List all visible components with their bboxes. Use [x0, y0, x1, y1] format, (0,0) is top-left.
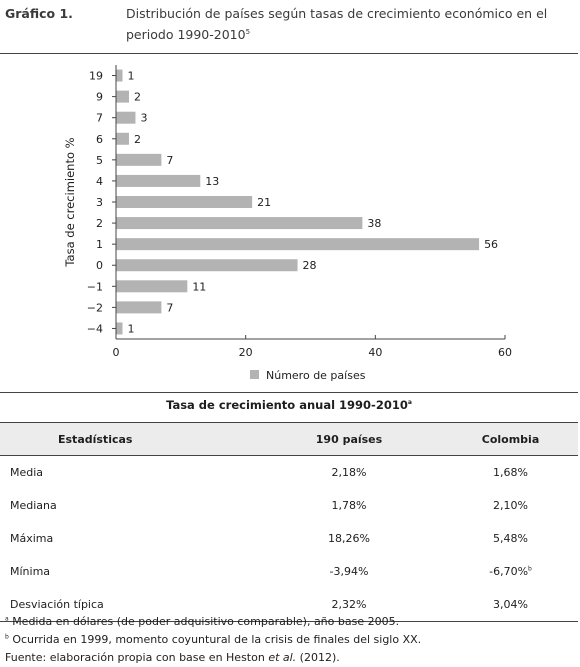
value-190-paises: 2,32% [255, 588, 443, 622]
bar [116, 196, 253, 208]
figure-title: Distribución de países según tasas de cr… [126, 5, 576, 44]
source-note: Fuente: elaboración propia con base en H… [5, 651, 340, 664]
y-tick-label: 1 [96, 238, 103, 251]
bar-data-label: 1 [127, 322, 134, 335]
y-tick-label: 0 [96, 259, 103, 272]
x-tick-label: 20 [239, 346, 253, 359]
y-tick-label: 9 [96, 91, 103, 104]
bar-data-label: 38 [367, 217, 381, 230]
table-title: Tasa de crecimiento anual 1990-2010a [0, 398, 578, 412]
value-190-paises: 18,26% [328, 532, 370, 545]
bar [116, 322, 123, 335]
value-colombia: 1,68% [493, 466, 528, 479]
bar-data-label: 7 [166, 301, 173, 314]
figure-title-footnote-mark: 5 [245, 28, 251, 36]
bar [116, 153, 162, 166]
bar [116, 301, 162, 314]
footnote-b-text: Ocurrida en 1999, momento coyuntural de … [12, 633, 422, 646]
y-tick-label: 5 [96, 154, 103, 167]
bar-data-label: 2 [134, 133, 141, 146]
table-row: Mínima -3,94% -6,70%b [0, 555, 578, 588]
y-tick-label: 2 [96, 217, 103, 230]
table-header-row: Estadísticas 190 países Colombia [0, 422, 578, 456]
bar-data-label: 1 [127, 70, 134, 83]
bar-data-label: 3 [140, 112, 147, 125]
bar [116, 132, 129, 145]
bar [116, 111, 136, 124]
y-tick-label: 7 [96, 112, 103, 125]
bar [116, 217, 363, 230]
row-label: Mínima [10, 565, 51, 578]
statistics-table: Estadísticas 190 países Colombia Media 2… [0, 422, 578, 622]
bar [116, 259, 298, 272]
value-190-paises: 2,18% [331, 466, 367, 479]
footnote-b: b Ocurrida en 1999, momento coyuntural d… [5, 633, 421, 646]
y-tick-label: 4 [96, 175, 103, 188]
value-190-paises: 1,78% [331, 499, 367, 512]
figure-label: Gráfico 1. [5, 6, 73, 21]
source-prefix: Fuente: elaboración propia con base en H… [5, 651, 269, 664]
source-suffix: (2012). [296, 651, 340, 664]
header-colombia: Colombia [443, 422, 578, 456]
table-row: Desviación típica 2,32% 3,04% [0, 588, 578, 622]
value-colombia: 5,48% [493, 532, 528, 545]
bar [116, 174, 201, 187]
header-estadisticas: Estadísticas [0, 422, 255, 456]
bar [116, 69, 123, 82]
y-axis-label: Tasa de crecimiento % [63, 137, 77, 267]
x-tick-label: 60 [498, 346, 512, 359]
value-colombia: 2,10% [493, 499, 528, 512]
footnote-a: a Medida en dólares (de poder adquisitiv… [5, 615, 399, 628]
row-label: Mediana [10, 499, 57, 512]
bar-data-label: 11 [192, 280, 206, 293]
chart-panel: 19 1 9 2 7 3 6 2 5 7 4 13 3 21 2 38 1 56 0 28 −1 11 −2 7 −4 1 0 20 4… [0, 53, 578, 393]
table-title-text: Tasa de crecimiento anual 1990-2010 [166, 398, 408, 412]
y-tick-label: −1 [87, 280, 103, 293]
value-colombia: -6,70%b [443, 555, 578, 588]
footnote-b-mark: b [5, 633, 9, 641]
table-row: Máxima 18,26% 5,48% [0, 522, 578, 555]
bar-data-label: 2 [134, 91, 141, 104]
bar [116, 280, 188, 293]
row-label: Desviación típica [0, 588, 255, 622]
header-190-paises: 190 países [255, 422, 443, 456]
value-colombia: 3,04% [443, 588, 578, 622]
value-text: -6,70% [489, 565, 529, 578]
bar [116, 90, 129, 103]
y-tick-label: 19 [89, 70, 103, 83]
footnote-a-mark: a [5, 615, 9, 623]
footnote-mark: b [528, 565, 532, 573]
source-italic: et al. [268, 651, 297, 664]
figure-title-text: Distribución de países según tasas de cr… [126, 6, 548, 43]
y-tick-label: −2 [87, 301, 103, 314]
legend-label: Número de países [266, 369, 366, 382]
x-tick-label: 0 [113, 346, 120, 359]
y-tick-label: −4 [87, 322, 103, 335]
row-label: Media [10, 466, 44, 479]
bar-data-label: 7 [166, 154, 173, 167]
row-label: Máxima [10, 532, 54, 545]
legend-swatch [250, 370, 259, 379]
bar [116, 238, 480, 251]
bar-data-label: 56 [484, 238, 498, 251]
table-title-footnote-mark: a [407, 399, 412, 407]
y-tick-label: 3 [96, 196, 103, 209]
x-tick-label: 40 [368, 346, 382, 359]
footnote-a-text: Medida en dólares (de poder adquisitivo … [12, 615, 400, 628]
bar-data-label: 28 [303, 259, 317, 272]
table-row: Mediana 1,78% 2,10% [0, 489, 578, 522]
y-tick-label: 6 [96, 133, 103, 146]
bar-chart: 19 19 27 36 25 74 133 212 381 560 28−1 11−2 7−4 10 20 4… [63, 65, 512, 382]
bar-data-label: 21 [257, 196, 271, 209]
bar-data-label: 13 [205, 175, 219, 188]
table-row: Media 2,18% 1,68% [0, 456, 578, 490]
value-190-paises: -3,94% [329, 565, 369, 578]
